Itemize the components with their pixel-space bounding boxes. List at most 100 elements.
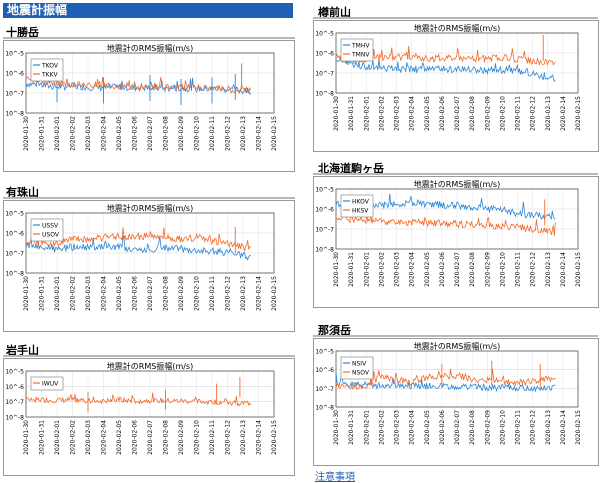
x-tick-label: 2020-02-12 [530,96,537,131]
x-tick-label: 2020-02-10 [499,96,506,131]
x-tick-label: 2020-02-11 [515,410,522,445]
legend-label: NSIV [352,360,367,367]
legend-label: NSOV [352,369,370,376]
chart-tarumaesan: 地震計のRMS振幅(m/s) 10^-5 10^-6 10^-7 10^-8 2020-0… [313,20,599,152]
x-tick-label: 2020-02-12 [530,252,537,287]
x-tick-label: 2020-02-14 [256,276,263,311]
x-tick-label: 2020-02-11 [209,116,216,151]
x-tick-label: 2020-02-14 [560,252,567,287]
x-tick-label: 2020-02-06 [132,116,139,151]
x-tick-label: 2020-02-03 [85,420,92,455]
x-tick-label: 2020-02-07 [147,420,154,455]
chart-title: 地震計のRMS振幅(m/s) [414,23,500,33]
y-tick-label: 10^-7 [315,386,334,393]
page-title-bar: 地震計振幅 [3,3,293,18]
panel-heading-iwatesan: 岩手山 [6,344,39,357]
x-tick-label: 2020-01-31 [39,116,46,151]
y-tick-label: 10^-7 [5,91,24,98]
x-tick-label: 2020-02-13 [240,116,247,151]
x-tick-label: 2020-02-09 [484,252,491,287]
legend-label: HKSV [352,207,369,214]
series-line-ussv [25,235,251,261]
x-tick-label: 2020-02-05 [116,276,123,311]
y-tick-label: 10^-8 [315,405,334,412]
legend-label: USOV [42,231,60,238]
x-tick-label: 2020-02-08 [163,116,170,151]
series-line-tmhv [335,54,556,83]
y-tick-label: 10^-6 [315,207,334,214]
x-tick-label: 2020-02-14 [256,420,263,455]
panel-heading-nasudake: 那須岳 [318,324,351,337]
plot-frame [335,32,579,94]
panel-heading-tarumaesan: 樽前山 [318,6,351,19]
x-tick-label: 2020-02-01 [54,276,61,311]
legend-label: HKOV [352,198,370,205]
legend-label: TKKV [41,71,59,78]
x-tick-label: 2020-02-03 [85,116,92,151]
x-tick-label: 2020-02-03 [85,276,92,311]
x-tick-label: 2020-02-02 [378,410,385,445]
y-tick-label: 10^-5 [5,211,24,218]
y-tick-label: 10^-7 [315,71,334,78]
x-tick-label: 2020-02-04 [409,410,416,445]
plot-frame [335,188,579,250]
x-tick-label: 2020-02-10 [194,276,201,311]
x-tick-label: 2020-01-30 [23,116,30,151]
panel-heading-hokkaido-komagatake: 北海道駒ヶ岳 [318,162,384,175]
notes-link[interactable]: 注意事項 [315,472,355,483]
panel-heading-usuzan: 有珠山 [6,186,39,199]
x-tick-label: 2020-02-01 [363,96,370,131]
y-tick-label: 10^-7 [5,399,24,406]
legend-label: TMNV [351,51,370,58]
x-tick-label: 2020-02-04 [101,420,108,455]
x-tick-label: 2020-01-30 [333,96,340,131]
x-tick-label: 2020-02-06 [439,252,446,287]
panel-divider [3,37,295,39]
panel-heading-tokachidake: 十勝岳 [6,26,39,39]
x-tick-label: 2020-02-03 [394,96,401,131]
legend-label: TMHV [351,42,370,49]
series-line-iwuv [25,392,252,407]
x-tick-label: 2020-02-01 [363,410,370,445]
chart-usuzan: 地震計のRMS振幅(m/s) 10^-5 10^-6 10^-7 10^-8 2020-0… [3,200,295,332]
x-tick-label: 2020-02-07 [454,410,461,445]
x-tick-label: 2020-02-05 [424,96,431,131]
series-line-hksv [335,207,556,237]
x-tick-label: 2020-02-09 [178,420,185,455]
series-line-nsiv [335,371,556,393]
x-tick-label: 2020-01-31 [39,276,46,311]
x-tick-label: 2020-02-13 [545,96,552,131]
x-tick-label: 2020-02-15 [271,116,278,151]
x-tick-label: 2020-02-10 [499,410,506,445]
x-tick-label: 2020-02-05 [116,116,123,151]
x-tick-label: 2020-02-08 [163,420,170,455]
x-tick-label: 2020-02-06 [132,276,139,311]
x-tick-label: 2020-02-15 [575,252,582,287]
page-title: 地震計振幅 [7,3,68,17]
x-tick-label: 2020-02-05 [116,420,123,455]
x-tick-label: 2020-02-10 [194,116,201,151]
x-tick-label: 2020-02-02 [70,276,77,311]
x-tick-label: 2020-02-04 [409,96,416,131]
x-tick-label: 2020-01-31 [39,420,46,455]
x-tick-label: 2020-02-14 [560,410,567,445]
x-tick-label: 2020-02-15 [575,410,582,445]
y-tick-label: 10^-5 [315,187,334,194]
x-tick-label: 2020-02-05 [424,252,431,287]
legend-box [30,376,64,391]
x-tick-label: 2020-02-02 [378,252,385,287]
x-tick-label: 2020-01-30 [23,420,30,455]
y-tick-label: 10^-5 [5,369,24,376]
x-tick-label: 2020-02-06 [439,410,446,445]
x-tick-label: 2020-02-11 [209,276,216,311]
y-tick-label: 10^-5 [5,51,24,58]
plot-frame [25,52,275,114]
x-tick-label: 2020-02-07 [147,276,154,311]
chart-tokachidake: 地震計のRMS振幅(m/s) 10^-5 10^-6 10^-7 10^-8 2020-0… [3,40,295,172]
x-tick-label: 2020-02-03 [394,410,401,445]
x-tick-label: 2020-02-12 [225,420,232,455]
plot-frame [335,350,579,408]
x-tick-label: 2020-01-31 [348,410,355,445]
x-tick-label: 2020-02-15 [575,96,582,131]
x-tick-label: 2020-02-07 [147,116,154,151]
